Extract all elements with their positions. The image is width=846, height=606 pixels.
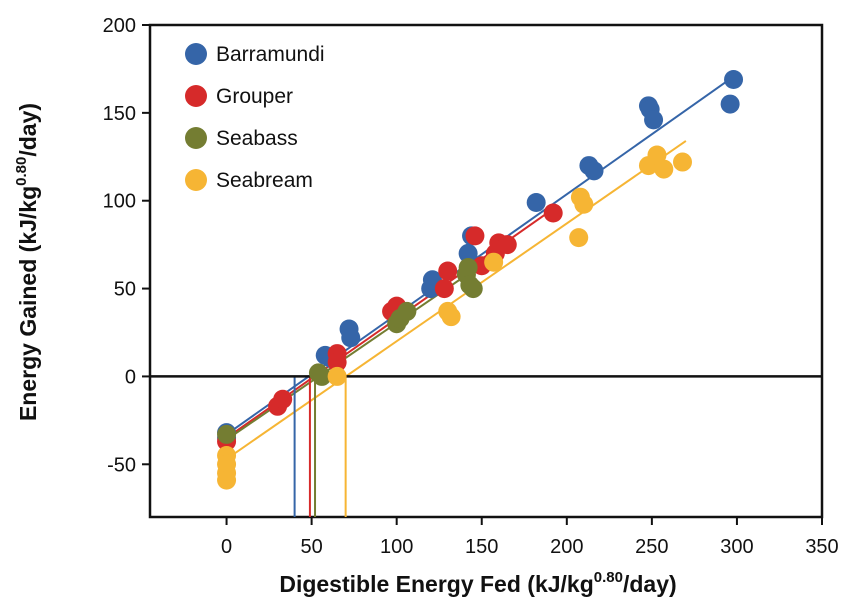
y-tick-label: 200 xyxy=(103,15,136,37)
x-tick-label: 250 xyxy=(635,536,668,558)
barramundi-point xyxy=(584,161,604,181)
data-points xyxy=(217,69,744,490)
legend-label: Grouper xyxy=(216,85,293,108)
legend: Barramundi Grouper Seabass Seabream xyxy=(185,43,325,192)
grouper-point xyxy=(497,235,517,255)
seabream-point xyxy=(484,252,504,272)
x-intercept-lines xyxy=(293,376,347,517)
seabream-point xyxy=(654,159,674,179)
x-tick-label: 100 xyxy=(380,536,413,558)
seabass-point xyxy=(397,301,417,321)
seabream-point xyxy=(441,307,461,327)
x-tick-label: 350 xyxy=(805,536,838,558)
seabream-fit-line xyxy=(225,140,687,460)
barramundi-point xyxy=(526,192,546,212)
seabass-point xyxy=(217,424,237,444)
seabass-fit-line xyxy=(225,268,476,441)
y-tick-label: 100 xyxy=(103,191,136,213)
seabream-legend-marker xyxy=(185,169,207,191)
plot-frame xyxy=(148,23,824,519)
y-tick-label: 150 xyxy=(103,103,136,125)
barramundi-point xyxy=(720,94,740,114)
grouper-point xyxy=(327,352,347,372)
plot-area xyxy=(148,23,824,519)
grouper-point xyxy=(465,226,485,246)
seabass-point xyxy=(312,366,332,386)
y-tick-label: 50 xyxy=(114,279,136,301)
barramundi-point xyxy=(644,110,664,130)
x-tick-label: 50 xyxy=(300,536,322,558)
seabass-point xyxy=(458,257,478,277)
x-tick-label: 150 xyxy=(465,536,498,558)
barramundi-legend-marker xyxy=(185,43,207,65)
seabream-point xyxy=(574,194,594,214)
grouper-point xyxy=(434,279,454,299)
x-axis: 0 50 100 150 200 250 300 350 xyxy=(221,517,839,558)
grouper-point xyxy=(273,389,293,409)
seabream-point xyxy=(647,145,667,165)
seabass-point xyxy=(463,279,483,299)
barramundi-point xyxy=(341,328,361,348)
legend-label: Seabass xyxy=(216,127,298,150)
legend-label: Barramundi xyxy=(216,43,325,66)
x-axis-title: Digestible Energy Fed (kJ/kg0.80/day) xyxy=(279,569,676,597)
barramundi-point xyxy=(458,243,478,263)
y-tick-label: -50 xyxy=(107,454,136,476)
legend-label: Seabream xyxy=(216,169,313,192)
grouper-legend-marker xyxy=(185,85,207,107)
seabream-point xyxy=(569,228,589,248)
x-tick-label: 300 xyxy=(720,536,753,558)
y-axis-title: Energy Gained (kJ/kg0.80/day) xyxy=(13,103,41,421)
x-tick-label: 0 xyxy=(221,536,232,558)
seabream-point xyxy=(672,152,692,172)
seabass-legend-marker xyxy=(185,127,207,149)
seabream-point xyxy=(327,366,347,386)
grouper-point xyxy=(543,203,563,223)
seabream-point xyxy=(217,470,237,490)
barramundi-fit-line xyxy=(225,73,738,436)
y-tick-label: 0 xyxy=(125,366,136,388)
barramundi-point xyxy=(724,69,744,89)
y-axis: -50 0 50 100 150 200 xyxy=(103,15,150,476)
grouper-point xyxy=(438,261,458,281)
x-tick-label: 200 xyxy=(550,536,583,558)
